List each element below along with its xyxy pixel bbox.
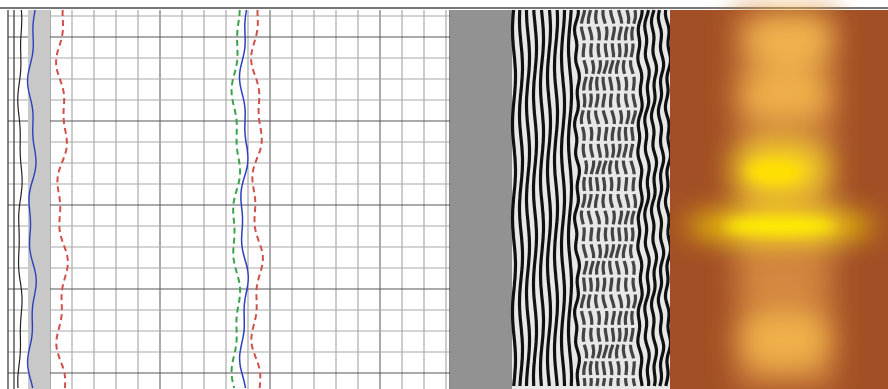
log-curve	[238, 9, 250, 389]
log-curve	[17, 9, 23, 389]
log-curve	[230, 9, 242, 389]
vdl-stripe	[552, 9, 560, 387]
vdl-stripe	[517, 9, 525, 387]
blob	[740, 260, 820, 300]
vdl-stripe	[586, 9, 596, 387]
vdl-stripe	[572, 9, 582, 387]
vdl-stripe	[538, 9, 546, 387]
blob	[737, 310, 833, 370]
vdl-stripes	[510, 9, 673, 387]
vdl-stripe	[628, 9, 638, 387]
vdl-stripe	[566, 9, 574, 387]
blob-core	[747, 160, 803, 184]
vdl-stripe	[601, 9, 609, 387]
blob	[745, 12, 835, 68]
blob-core	[725, 218, 835, 234]
vdl-stripe	[545, 9, 553, 387]
vdl-stripe	[643, 9, 651, 387]
vdl-stripe	[559, 9, 567, 387]
vdl-stripe	[614, 9, 624, 387]
curves	[17, 9, 264, 389]
vdl-texture	[450, 10, 512, 389]
vdl-stripe	[593, 9, 603, 387]
grid	[7, 10, 451, 389]
vdl-stripe	[510, 9, 518, 387]
vdl-stripe	[524, 10, 532, 387]
blob	[737, 70, 833, 120]
vdl-stripe	[636, 9, 644, 387]
vdl-stripe	[531, 9, 539, 387]
shading	[28, 10, 50, 389]
log-curve	[26, 9, 37, 389]
vdl-stripe	[649, 9, 659, 387]
vdl-stripe	[656, 9, 666, 387]
vdl-stripe	[621, 9, 631, 387]
vdl-stripe	[663, 9, 673, 387]
log-curve	[55, 9, 69, 389]
vdl-stripe	[607, 9, 617, 387]
vdl-stripe	[579, 9, 589, 387]
log-curve	[250, 10, 264, 389]
